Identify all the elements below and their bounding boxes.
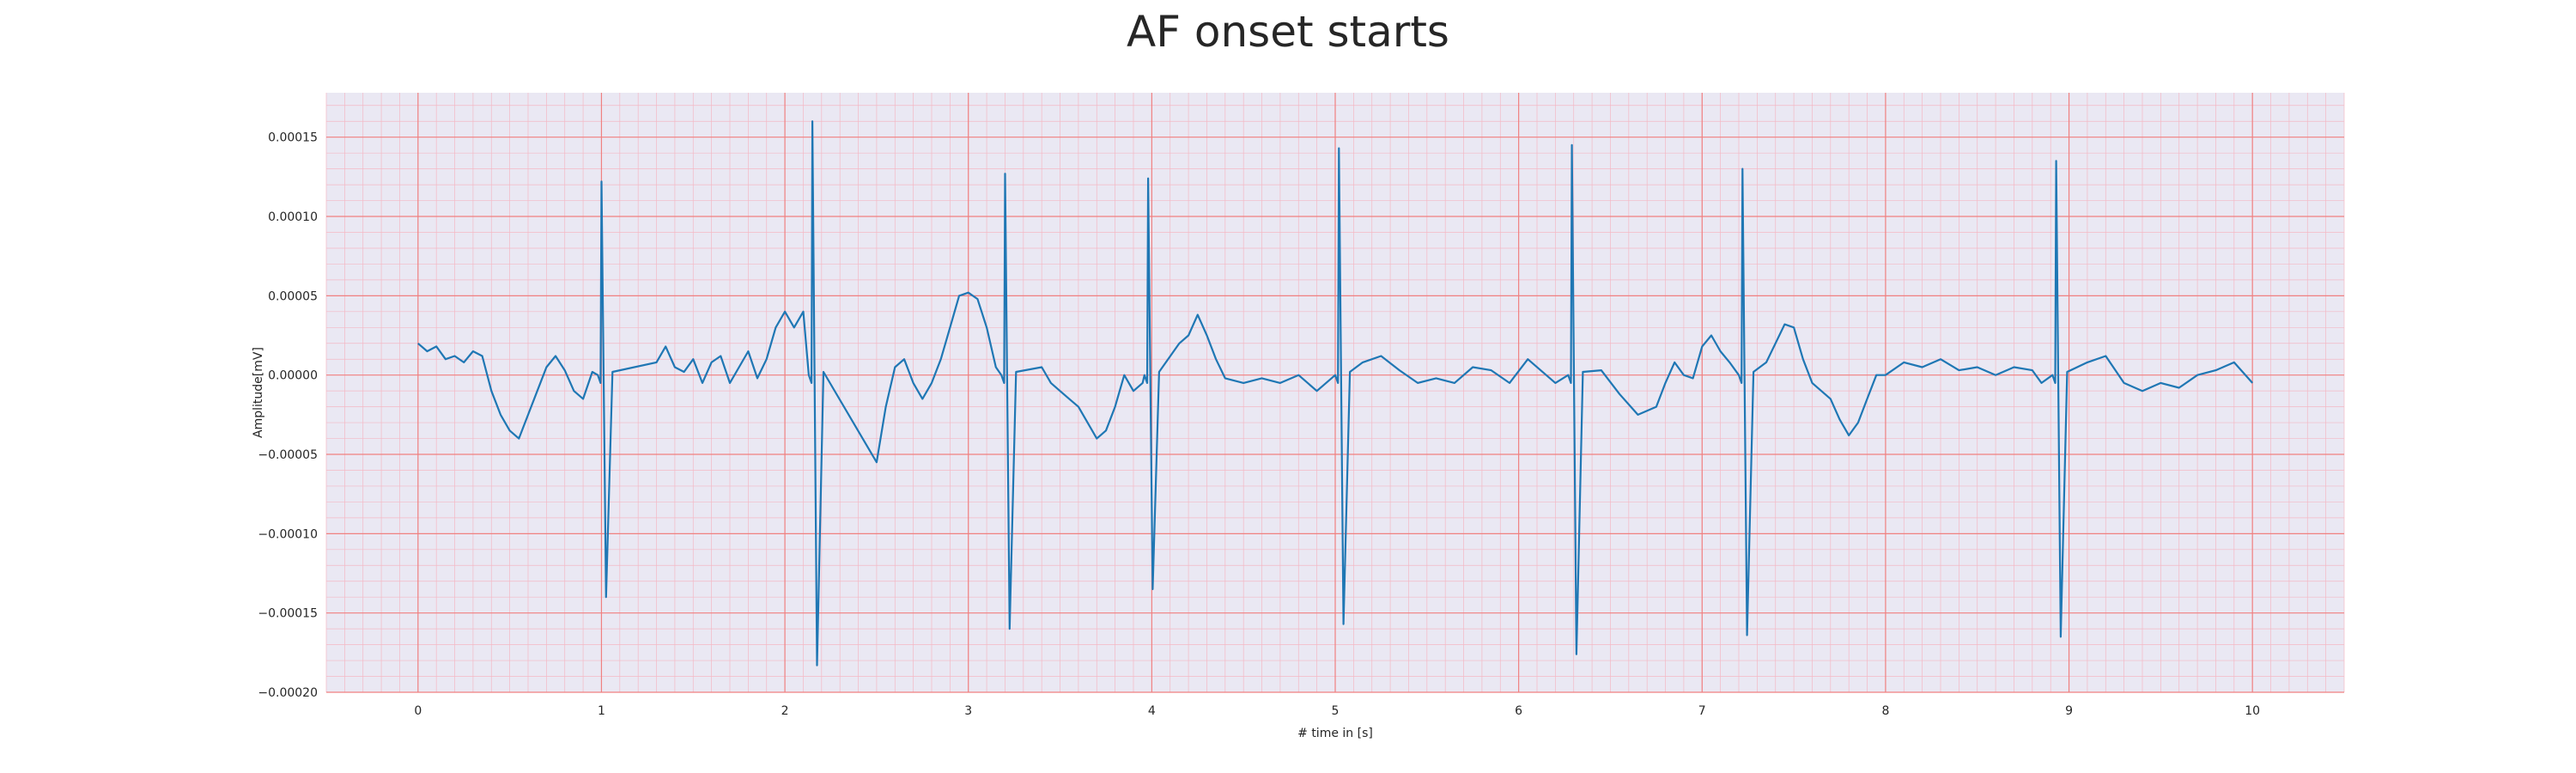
x-tick-label: 3: [964, 704, 972, 718]
y-tick-label: 0.00000: [268, 369, 318, 383]
x-tick-label: 1: [598, 704, 605, 718]
x-tick-label: 2: [781, 704, 789, 718]
y-tick-label: −0.00005: [258, 448, 318, 462]
y-tick-label: 0.00015: [268, 131, 318, 145]
y-tick-label: −0.00020: [258, 686, 318, 700]
x-tick-label: 10: [2245, 704, 2260, 718]
x-tick-label: 0: [414, 704, 422, 718]
y-tick-label: −0.00015: [258, 607, 318, 621]
x-tick-label: 9: [2065, 704, 2073, 718]
x-tick-label: 6: [1515, 704, 1522, 718]
y-tick-label: 0.00010: [268, 210, 318, 224]
y-tick-labels: −0.00020 −0.00015 −0.00010 −0.00005 0.00000 0…: [258, 131, 318, 700]
x-tick-label: 4: [1148, 704, 1156, 718]
ecg-series-line: [417, 120, 2254, 666]
y-axis-label: Amplitude[mV]: [252, 347, 265, 438]
series-layer: [417, 120, 2254, 666]
chart-title: AF onset starts: [1127, 7, 1449, 57]
y-tick-label: −0.00010: [258, 527, 318, 541]
x-tick-label: 8: [1881, 704, 1889, 718]
y-tick-label: 0.00005: [268, 289, 318, 303]
x-tick-label: 7: [1698, 704, 1706, 718]
x-axis-label: # time in [s]: [1297, 727, 1373, 740]
x-tick-labels: 0 1 2 3 4 5 6 7 8 9 10: [414, 704, 2260, 718]
major-grid: [326, 93, 2344, 693]
x-tick-label: 5: [1332, 704, 1340, 718]
